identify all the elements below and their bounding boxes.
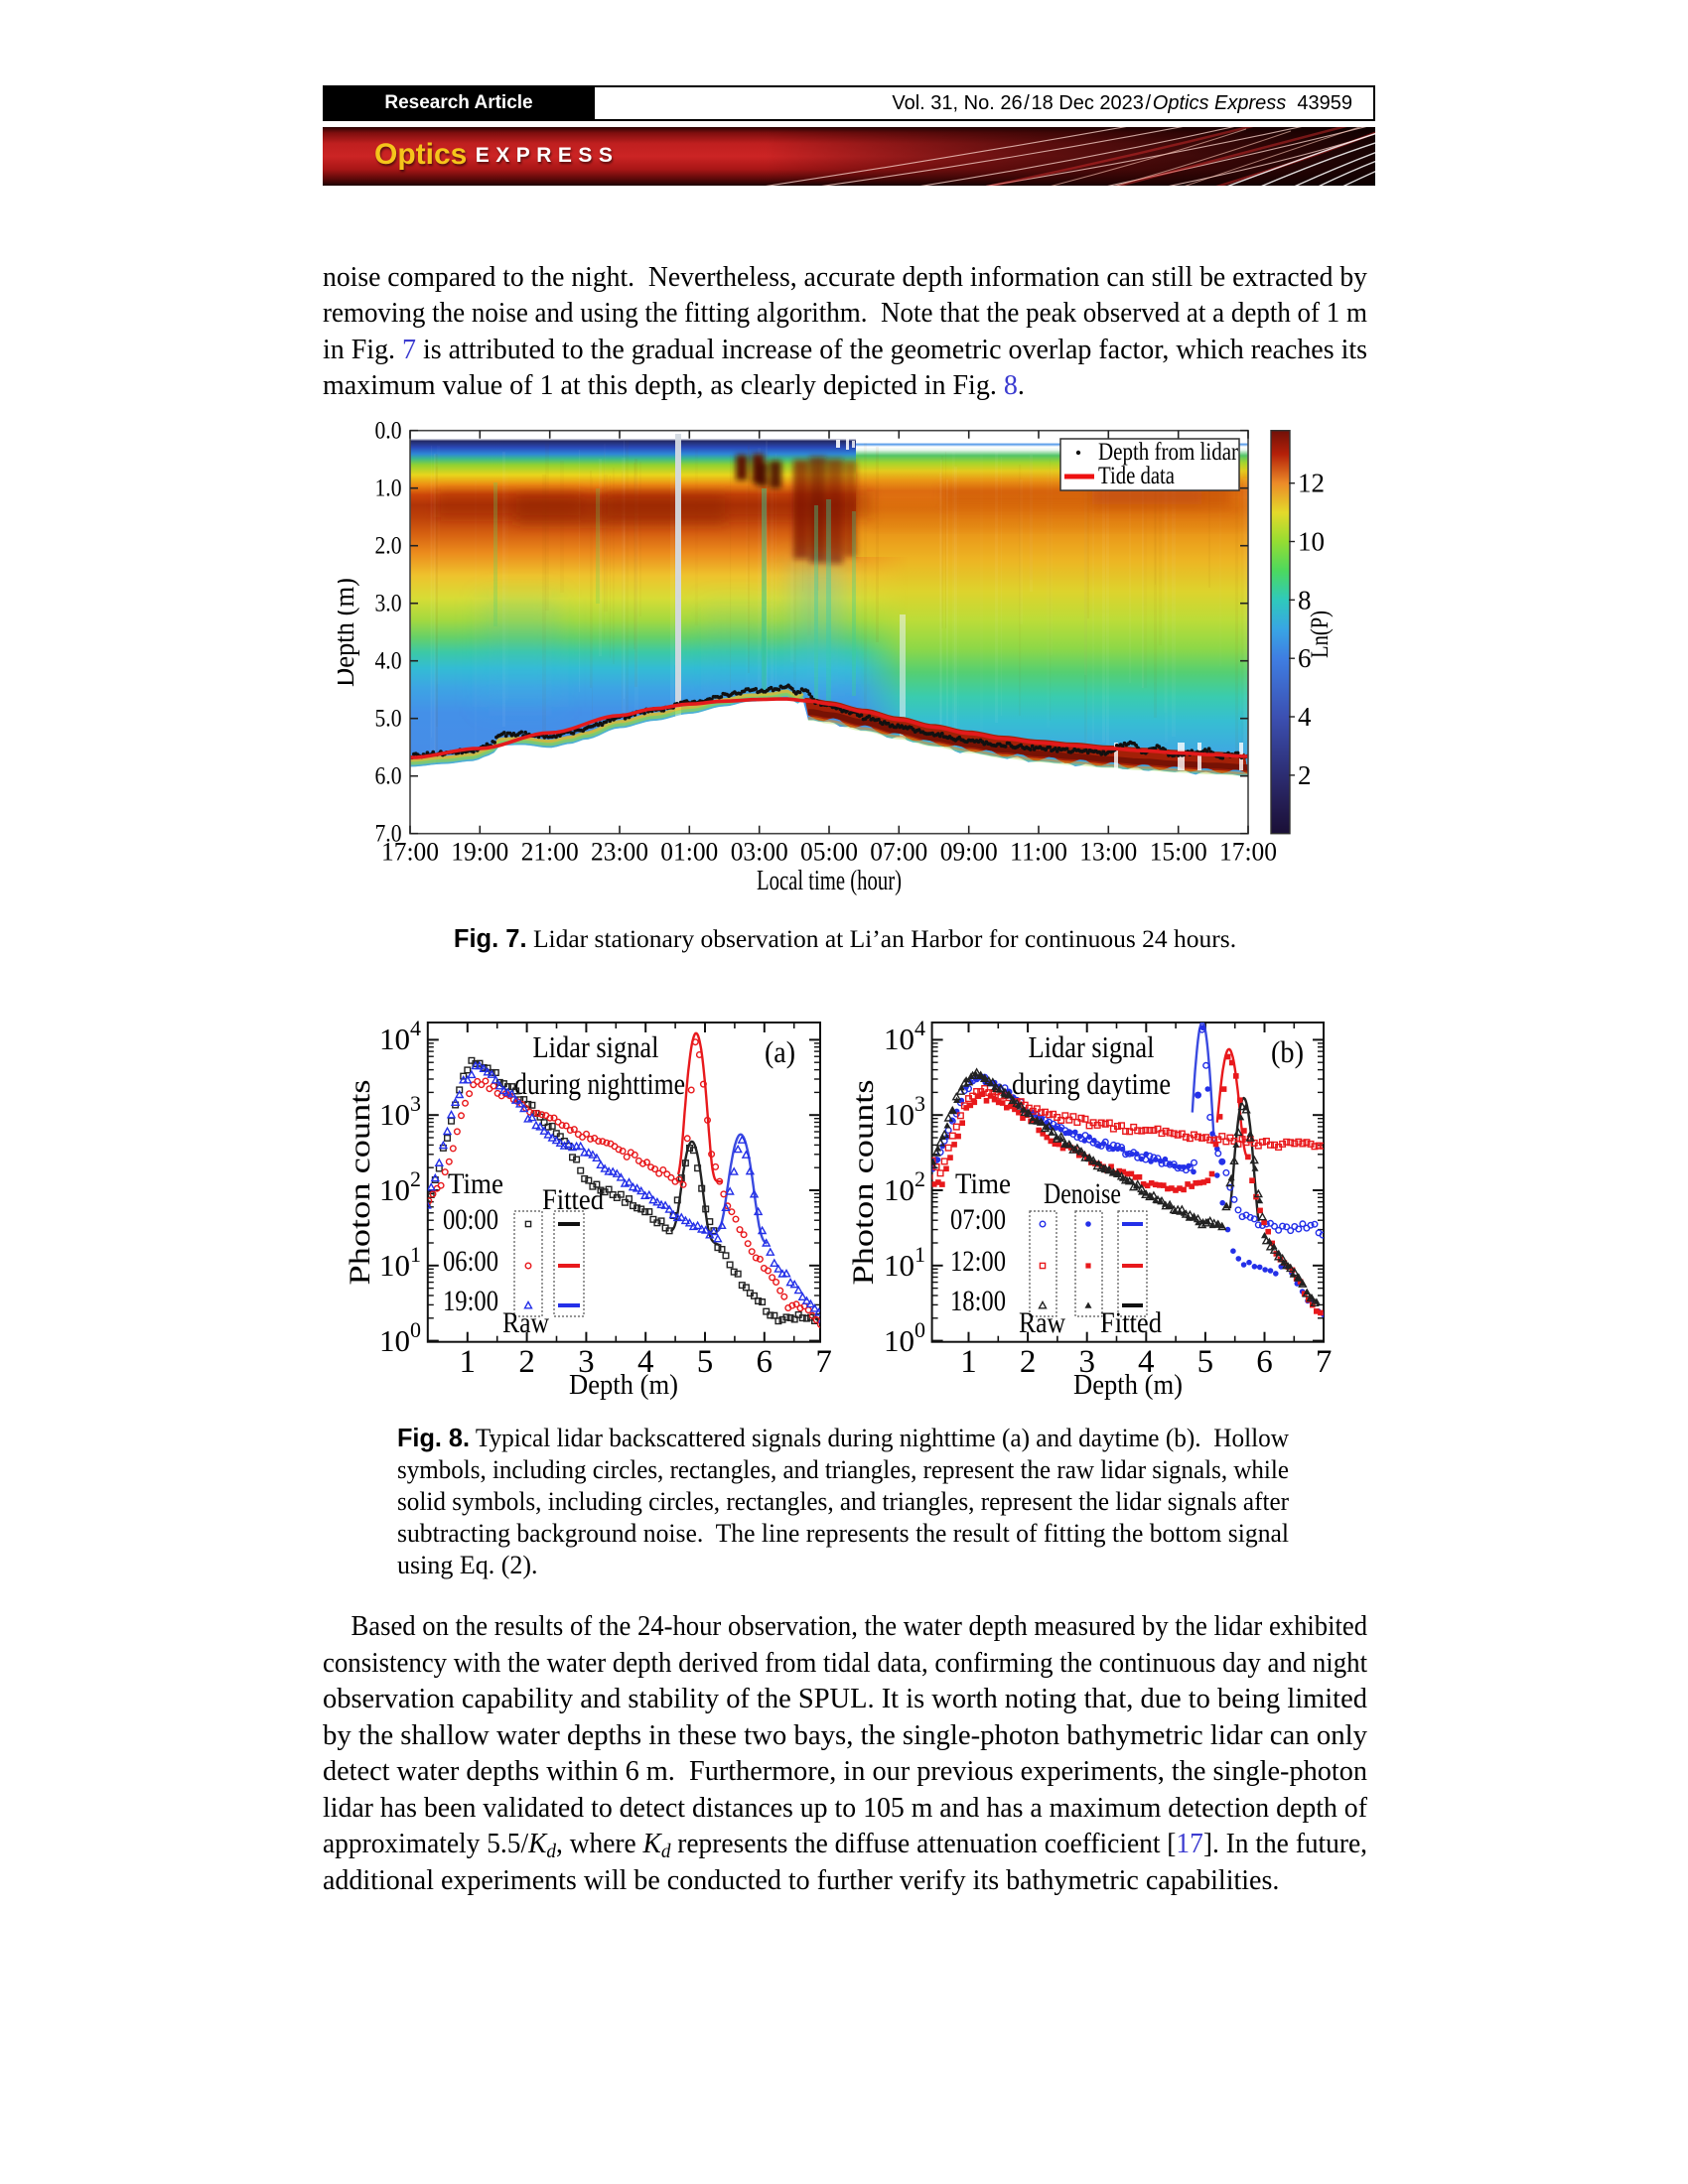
svg-text:Tide data: Tide data (1098, 461, 1175, 489)
svg-text:17:00: 17:00 (381, 838, 439, 867)
svg-text:Photon counts: Photon counts (348, 1080, 376, 1286)
svg-text:Time: Time (955, 1167, 1011, 1200)
svg-text:Lidar signal: Lidar signal (1029, 1029, 1155, 1064)
svg-text:102: 102 (379, 1166, 421, 1207)
svg-text:12: 12 (1298, 469, 1325, 498)
svg-text:19:00: 19:00 (443, 1285, 498, 1317)
svg-text:6: 6 (1256, 1344, 1273, 1380)
svg-text:(b): (b) (1271, 1034, 1304, 1069)
svg-text:100: 100 (884, 1317, 925, 1358)
svg-text:07:00: 07:00 (950, 1203, 1006, 1236)
svg-text:during daytime: during daytime (1012, 1066, 1171, 1101)
svg-text:2: 2 (1020, 1344, 1037, 1380)
svg-text:01:00: 01:00 (660, 838, 718, 867)
svg-text:13:00: 13:00 (1079, 838, 1137, 867)
svg-text:03:00: 03:00 (731, 838, 788, 867)
svg-text:7: 7 (815, 1344, 832, 1380)
svg-text:2: 2 (518, 1344, 535, 1380)
svg-text:2: 2 (1298, 760, 1312, 790)
svg-text:4: 4 (637, 1344, 654, 1380)
svg-text:7: 7 (1316, 1344, 1333, 1380)
svg-text:Lidar signal: Lidar signal (533, 1029, 659, 1064)
svg-text:101: 101 (379, 1242, 421, 1283)
svg-text:100: 100 (379, 1317, 421, 1358)
svg-text:21:00: 21:00 (521, 838, 579, 867)
svg-text:4: 4 (1138, 1344, 1155, 1380)
svg-text:3: 3 (1078, 1344, 1095, 1380)
svg-text:15:00: 15:00 (1150, 838, 1207, 867)
svg-text:Raw: Raw (502, 1306, 549, 1339)
svg-text:2.0: 2.0 (375, 533, 402, 560)
svg-text:07:00: 07:00 (870, 838, 927, 867)
svg-text:during nighttime: during nighttime (514, 1066, 685, 1101)
svg-text:11:00: 11:00 (1010, 838, 1067, 867)
svg-text:6.0: 6.0 (375, 763, 402, 790)
svg-text:Fitted: Fitted (542, 1183, 604, 1216)
svg-text:3: 3 (578, 1344, 595, 1380)
svg-text:5: 5 (1197, 1344, 1214, 1380)
svg-text:4.0: 4.0 (375, 648, 402, 675)
svg-text:Depth (m): Depth (m) (569, 1369, 678, 1401)
svg-text:4: 4 (1298, 702, 1312, 732)
svg-text:18:00: 18:00 (950, 1285, 1006, 1317)
svg-text:Denoise: Denoise (1044, 1177, 1121, 1210)
svg-text:104: 104 (379, 1016, 421, 1056)
svg-text:3.0: 3.0 (375, 591, 402, 617)
svg-text:Ln(P): Ln(P) (1307, 611, 1334, 658)
svg-text:Fitted: Fitted (1100, 1306, 1162, 1339)
svg-text:0.0: 0.0 (375, 418, 402, 445)
svg-text:Time: Time (448, 1167, 503, 1200)
svg-text:12:00: 12:00 (950, 1245, 1006, 1278)
svg-text:5.0: 5.0 (375, 706, 402, 733)
svg-text:1.0: 1.0 (375, 476, 402, 502)
svg-text:Depth from lidar: Depth from lidar (1098, 437, 1238, 466)
svg-text:6: 6 (1298, 643, 1312, 673)
svg-text:Depth (m): Depth (m) (1073, 1369, 1183, 1401)
svg-text:05:00: 05:00 (800, 838, 858, 867)
svg-text:Photon counts: Photon counts (847, 1080, 880, 1286)
svg-text:09:00: 09:00 (940, 838, 998, 867)
svg-text:(a): (a) (765, 1034, 795, 1069)
svg-text:7.0: 7.0 (375, 821, 402, 848)
svg-text:8: 8 (1298, 585, 1312, 614)
svg-text:1: 1 (960, 1344, 977, 1380)
svg-text:Raw: Raw (1019, 1306, 1065, 1339)
svg-text:10: 10 (1298, 527, 1325, 557)
svg-text:103: 103 (379, 1091, 421, 1132)
svg-text:00:00: 00:00 (443, 1203, 498, 1236)
svg-text:101: 101 (884, 1242, 925, 1283)
svg-text:5: 5 (697, 1344, 714, 1380)
svg-text:Local time (hour): Local time (hour) (757, 865, 902, 896)
svg-text:6: 6 (757, 1344, 774, 1380)
svg-text:19:00: 19:00 (451, 838, 508, 867)
svg-text:102: 102 (884, 1166, 925, 1207)
svg-text:Depth (m): Depth (m) (338, 578, 360, 687)
svg-text:17:00: 17:00 (1219, 838, 1277, 867)
svg-text:06:00: 06:00 (443, 1245, 498, 1278)
svg-text:23:00: 23:00 (591, 838, 648, 867)
svg-text:1: 1 (460, 1344, 477, 1380)
svg-text:104: 104 (884, 1016, 925, 1056)
svg-text:103: 103 (884, 1091, 925, 1132)
